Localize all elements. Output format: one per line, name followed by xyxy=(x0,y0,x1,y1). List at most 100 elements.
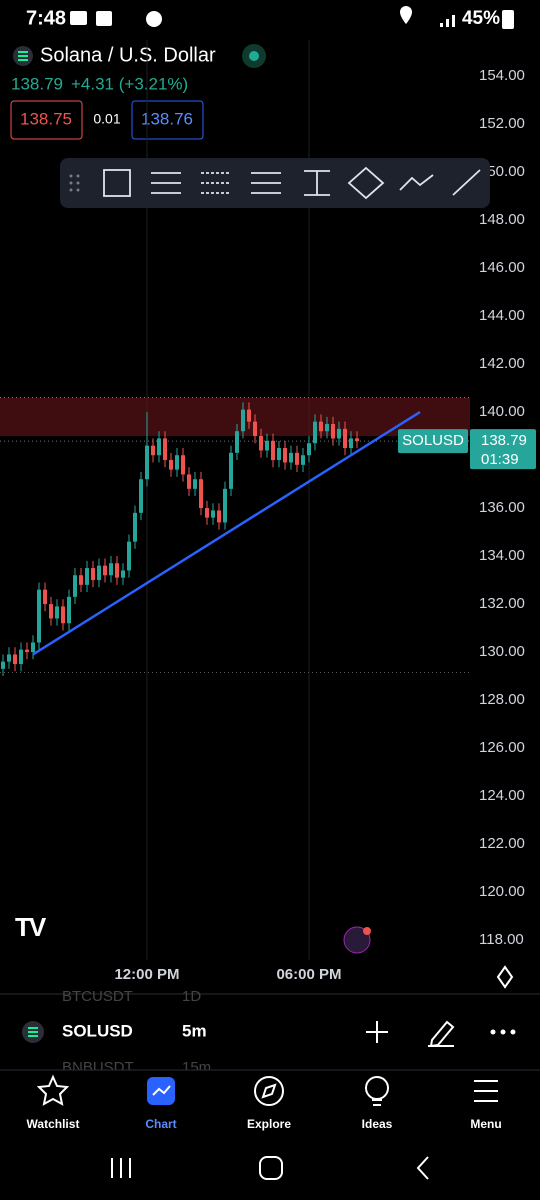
nav-label: Watchlist xyxy=(27,1117,80,1131)
y-tick-label: 148.00 xyxy=(479,211,525,228)
candle-body xyxy=(307,443,311,456)
candle-body xyxy=(73,575,77,597)
candle-body xyxy=(247,409,251,422)
candle-body xyxy=(37,589,41,643)
candle-body xyxy=(145,445,149,480)
candle-body xyxy=(199,479,203,509)
candle-body xyxy=(295,452,299,465)
y-tick-label: 154.00 xyxy=(479,67,525,84)
status-time: 7:48 xyxy=(26,7,66,29)
candle-body xyxy=(115,563,119,578)
back-button[interactable] xyxy=(416,1156,429,1180)
y-tick-label: 124.00 xyxy=(479,787,525,804)
candle-body xyxy=(175,455,179,470)
nav-label: Chart xyxy=(145,1117,176,1131)
candle-body xyxy=(97,565,101,581)
peek-symbol: BTCUSDT xyxy=(62,988,133,1005)
spread: 0.01 xyxy=(93,111,120,127)
candle-body xyxy=(319,421,323,432)
price-tag-bg xyxy=(470,429,536,470)
symbol-tag-bg xyxy=(398,429,468,454)
price-tag: 138.79 xyxy=(481,432,527,449)
ask-price[interactable]: 138.76 xyxy=(141,109,193,128)
candle-body xyxy=(121,570,125,578)
nav-label: Menu xyxy=(470,1117,501,1131)
y-tick-label: 142.00 xyxy=(479,355,525,372)
candle-body xyxy=(343,428,347,449)
y-tick-label: 144.00 xyxy=(479,307,525,324)
range-tool[interactable] xyxy=(304,170,330,196)
candle-body xyxy=(7,654,11,662)
market-open-dot-inner xyxy=(249,51,259,61)
candle-body xyxy=(331,424,335,439)
candle-body xyxy=(1,661,5,669)
y-tick-label: 126.00 xyxy=(479,739,525,756)
alert-badge xyxy=(363,927,371,935)
candle-body xyxy=(193,479,197,489)
status-icons xyxy=(70,6,514,29)
candle-body xyxy=(289,452,293,463)
candle-body xyxy=(133,512,137,542)
recent-apps[interactable] xyxy=(111,1158,131,1178)
trendline xyxy=(32,410,421,656)
candle-body xyxy=(235,431,239,453)
x-tick-label: 06:00 PM xyxy=(276,966,341,983)
chart: 12:00 PM 06:00 PM 154.00 152.00 150.00 148.00… xyxy=(0,40,536,983)
more-button[interactable] xyxy=(490,1029,516,1035)
candle-body xyxy=(259,436,263,451)
nav-label: Explore xyxy=(247,1117,291,1131)
candle-body xyxy=(163,438,167,461)
x-tick-label: 12:00 PM xyxy=(114,966,179,983)
price-change: +4.31 (+3.21%) xyxy=(71,74,188,93)
peek-interval: 1D xyxy=(182,988,201,1005)
bid-price[interactable]: 138.75 xyxy=(20,109,72,128)
menu-icon[interactable] xyxy=(474,1080,498,1102)
candle-body xyxy=(265,440,269,451)
path-tool[interactable] xyxy=(399,174,434,191)
countdown: 01:39 xyxy=(481,451,519,468)
solana-logo xyxy=(13,46,33,66)
y-tick-label: 132.00 xyxy=(479,595,525,612)
fib-tool[interactable] xyxy=(201,172,231,194)
candle-body xyxy=(217,510,221,523)
pattern-tool[interactable] xyxy=(347,166,385,200)
y-tick-label: 128.00 xyxy=(479,691,525,708)
rect-tool[interactable] xyxy=(103,169,131,197)
sell-button[interactable] xyxy=(10,100,83,140)
add-button[interactable] xyxy=(366,1021,388,1043)
settings-button[interactable] xyxy=(496,965,514,989)
y-tick-label: 122.00 xyxy=(479,835,525,852)
lines-tool[interactable] xyxy=(151,172,181,194)
candle-body xyxy=(223,488,227,523)
candle-body xyxy=(211,510,215,518)
candle-body xyxy=(151,445,155,456)
explore-icon[interactable] xyxy=(254,1076,284,1106)
candle-body xyxy=(325,424,329,432)
candle-body xyxy=(43,589,47,605)
candle-body xyxy=(127,541,131,571)
tv-logo: TV xyxy=(15,912,47,942)
home-button[interactable] xyxy=(259,1156,283,1180)
channel-tool[interactable] xyxy=(251,172,281,194)
alert-button[interactable] xyxy=(343,926,371,954)
y-tick-label: 130.00 xyxy=(479,643,525,660)
candle-body xyxy=(103,565,107,576)
candle-body xyxy=(349,438,353,449)
candle-body xyxy=(283,448,287,463)
trendline-tool[interactable] xyxy=(452,169,481,196)
candle-body xyxy=(139,479,143,513)
candle-body xyxy=(181,455,185,475)
candle-body xyxy=(55,606,59,619)
interval-button[interactable]: 5m xyxy=(182,1021,207,1040)
candle-body xyxy=(13,654,17,665)
candle-body xyxy=(169,460,173,470)
y-tick-label: 146.00 xyxy=(479,259,525,276)
symbol-button[interactable]: SOLUSD xyxy=(62,1021,133,1040)
buy-button[interactable] xyxy=(131,100,204,140)
symbol-title: Solana / U.S. Dollar xyxy=(40,44,216,66)
candle-body xyxy=(25,649,29,653)
draw-button[interactable] xyxy=(428,1020,455,1048)
watchlist-icon[interactable] xyxy=(36,1074,70,1106)
y-tick-label: 134.00 xyxy=(479,547,525,564)
candle-body xyxy=(337,428,341,439)
